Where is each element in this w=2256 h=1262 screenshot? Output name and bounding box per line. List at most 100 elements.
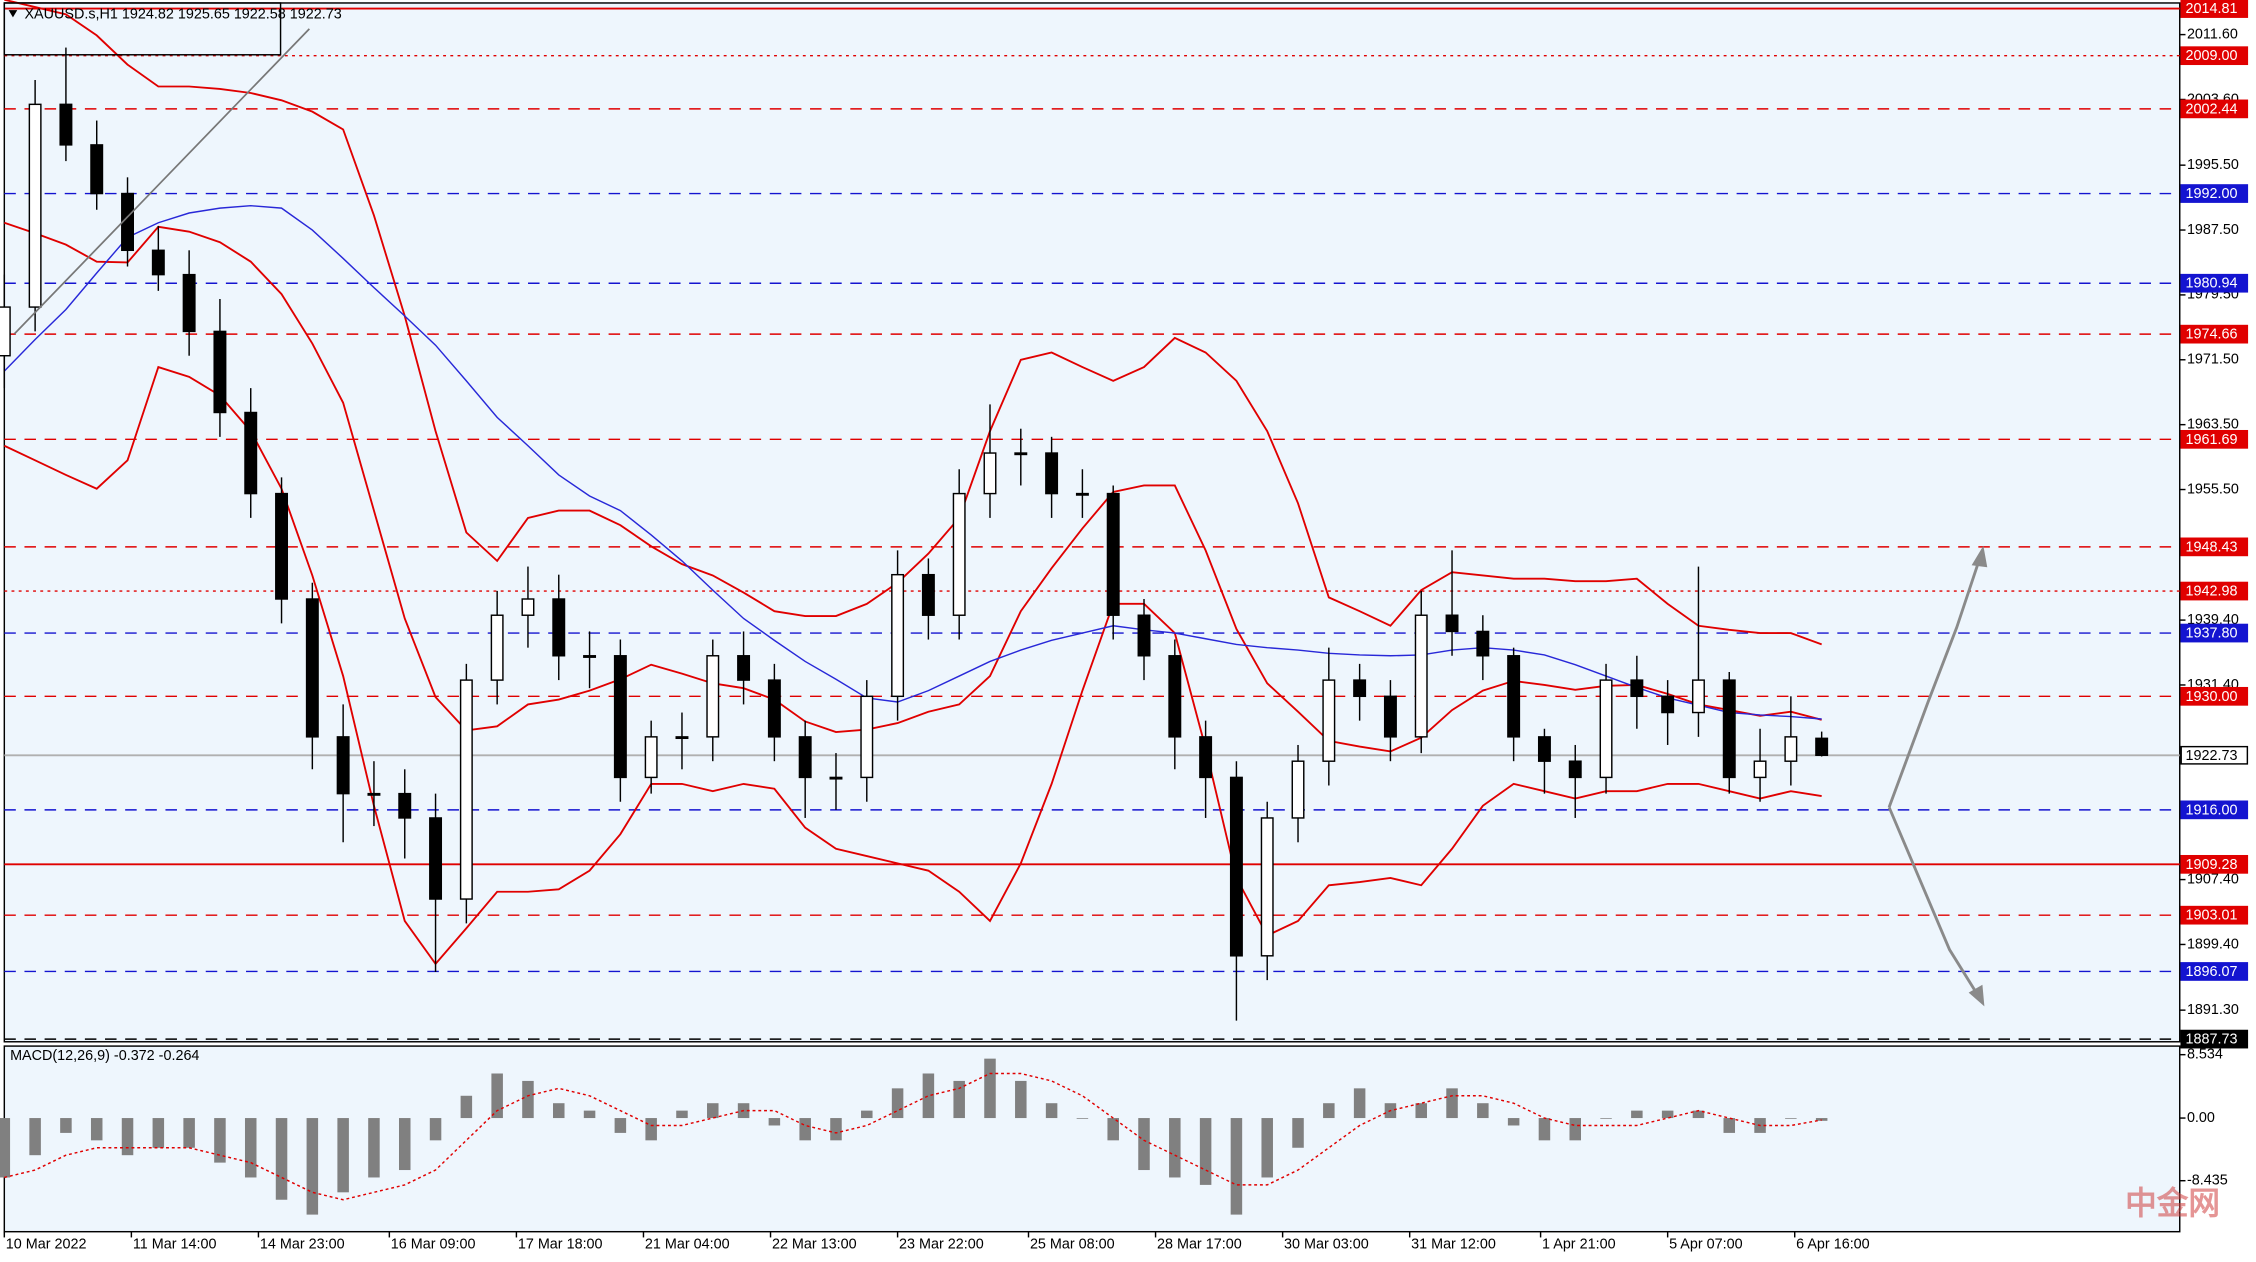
level-tag (2180, 324, 2249, 344)
level-tag (2180, 623, 2249, 643)
macd-bar (183, 1118, 195, 1148)
level-label: 2009.00 (2186, 48, 2238, 64)
candle-body (1568, 760, 1582, 779)
macd-bar (1692, 1110, 1705, 1119)
moving-average (3, 204, 1822, 720)
macd-bar (614, 1118, 627, 1133)
macd-bar (1015, 1080, 1027, 1119)
candle-body (891, 573, 905, 698)
x-tick-label: 28 Mar 17:00 (1157, 1236, 1242, 1252)
macd-pane (3, 1045, 2181, 1233)
candle-body (1507, 655, 1521, 738)
level-tag (2180, 537, 2249, 557)
arrow-head (1968, 984, 1985, 1007)
level-label: 2014.81 (2186, 1, 2238, 17)
candle-body (1260, 817, 1274, 957)
y-tick-label: 1955.50 (2187, 481, 2239, 497)
candle-body (706, 655, 720, 738)
x-tick-label: 10 Mar 2022 (6, 1236, 87, 1252)
macd-bar (1199, 1118, 1212, 1185)
macd-bar (121, 1118, 134, 1156)
candle-body (1537, 736, 1551, 762)
x-tick-label: 1 Apr 21:00 (1542, 1236, 1616, 1252)
macd-bar (830, 1118, 842, 1141)
candle-body (1045, 452, 1059, 495)
candle-body (1661, 695, 1675, 714)
candle-body (398, 792, 412, 819)
candle-body (1414, 614, 1428, 738)
y-tick-label: 1963.50 (2187, 416, 2239, 432)
level-label: 1992.00 (2186, 186, 2238, 202)
macd-bar (891, 1088, 904, 1119)
macd-bar (368, 1118, 380, 1178)
candle-body (1106, 492, 1120, 616)
macd-bar (0, 1118, 11, 1178)
macd-bar (429, 1118, 442, 1141)
macd-bar (275, 1118, 288, 1200)
level-label: 1887.73 (2186, 1032, 2238, 1048)
candle-body (983, 452, 997, 495)
symbol-header: XAUUSD.s,H1 1924.82 1925.65 1922.58 1922… (24, 6, 341, 22)
candle-body (182, 273, 196, 333)
macd-bar (1169, 1118, 1181, 1178)
candle-body (490, 614, 504, 681)
x-tick-label: 25 Mar 08:00 (1030, 1236, 1115, 1252)
candle-body (90, 144, 104, 195)
band-upper (4, 0, 1822, 646)
macd-bar (1261, 1118, 1273, 1178)
macd-bar (152, 1118, 165, 1148)
level-label: 1896.07 (2186, 964, 2238, 980)
macd-bar (1230, 1118, 1243, 1215)
macd-bar (1076, 1118, 1089, 1119)
level-tag (2180, 429, 2249, 449)
macd-bar (522, 1080, 534, 1119)
macd-bar (1138, 1118, 1150, 1171)
candle-body (244, 411, 258, 495)
macd-bar (60, 1118, 72, 1133)
candle-body (613, 655, 627, 779)
y-tick-label: 1899.40 (2187, 936, 2239, 952)
trend-line (13, 28, 310, 335)
macd-bar (1323, 1103, 1335, 1119)
macd-bar (1477, 1103, 1489, 1119)
level-tag (2180, 581, 2249, 601)
candle-body (1137, 614, 1151, 657)
candle-body (0, 306, 11, 357)
candle-body (1722, 679, 1736, 779)
candle-body (521, 598, 535, 616)
candle-body (767, 679, 781, 738)
macd-bar (90, 1118, 103, 1141)
candle-body (1229, 776, 1243, 957)
level-tag (2180, 273, 2249, 293)
x-tick-label: 31 Mar 12:00 (1411, 1236, 1496, 1252)
macd-bar (922, 1073, 935, 1119)
candle-body (583, 655, 597, 658)
candle-body (921, 573, 935, 616)
level-tag (2180, 962, 2249, 981)
price-pane (3, 2, 2181, 1043)
arrow-up (1887, 549, 1984, 808)
macd-bar (984, 1058, 996, 1119)
level-label: 1909.28 (2186, 857, 2238, 873)
candle-body (644, 736, 658, 779)
level-tag (2180, 184, 2249, 203)
level-label: 1937.80 (2186, 626, 2238, 642)
band-lower (3, 365, 1822, 966)
y-tick-label: 2011.60 (2187, 26, 2238, 42)
macd-bar (1107, 1118, 1119, 1141)
macd-y-tick-label: 0.00 (2187, 1110, 2215, 1126)
macd-bar (306, 1118, 319, 1215)
x-tick-label: 21 Mar 04:00 (645, 1236, 730, 1252)
candle-body (1753, 760, 1767, 779)
level-tag (2180, 46, 2249, 66)
candle-body (1383, 695, 1397, 738)
macd-bar (1353, 1088, 1366, 1119)
level-tag (2180, 1029, 2249, 1049)
macd-bar (1569, 1118, 1582, 1141)
macd-bar (460, 1095, 473, 1119)
macd-y-tick-label: 8.534 (2187, 1046, 2223, 1062)
level-tag (2180, 854, 2249, 874)
candle-body (1815, 737, 1829, 756)
